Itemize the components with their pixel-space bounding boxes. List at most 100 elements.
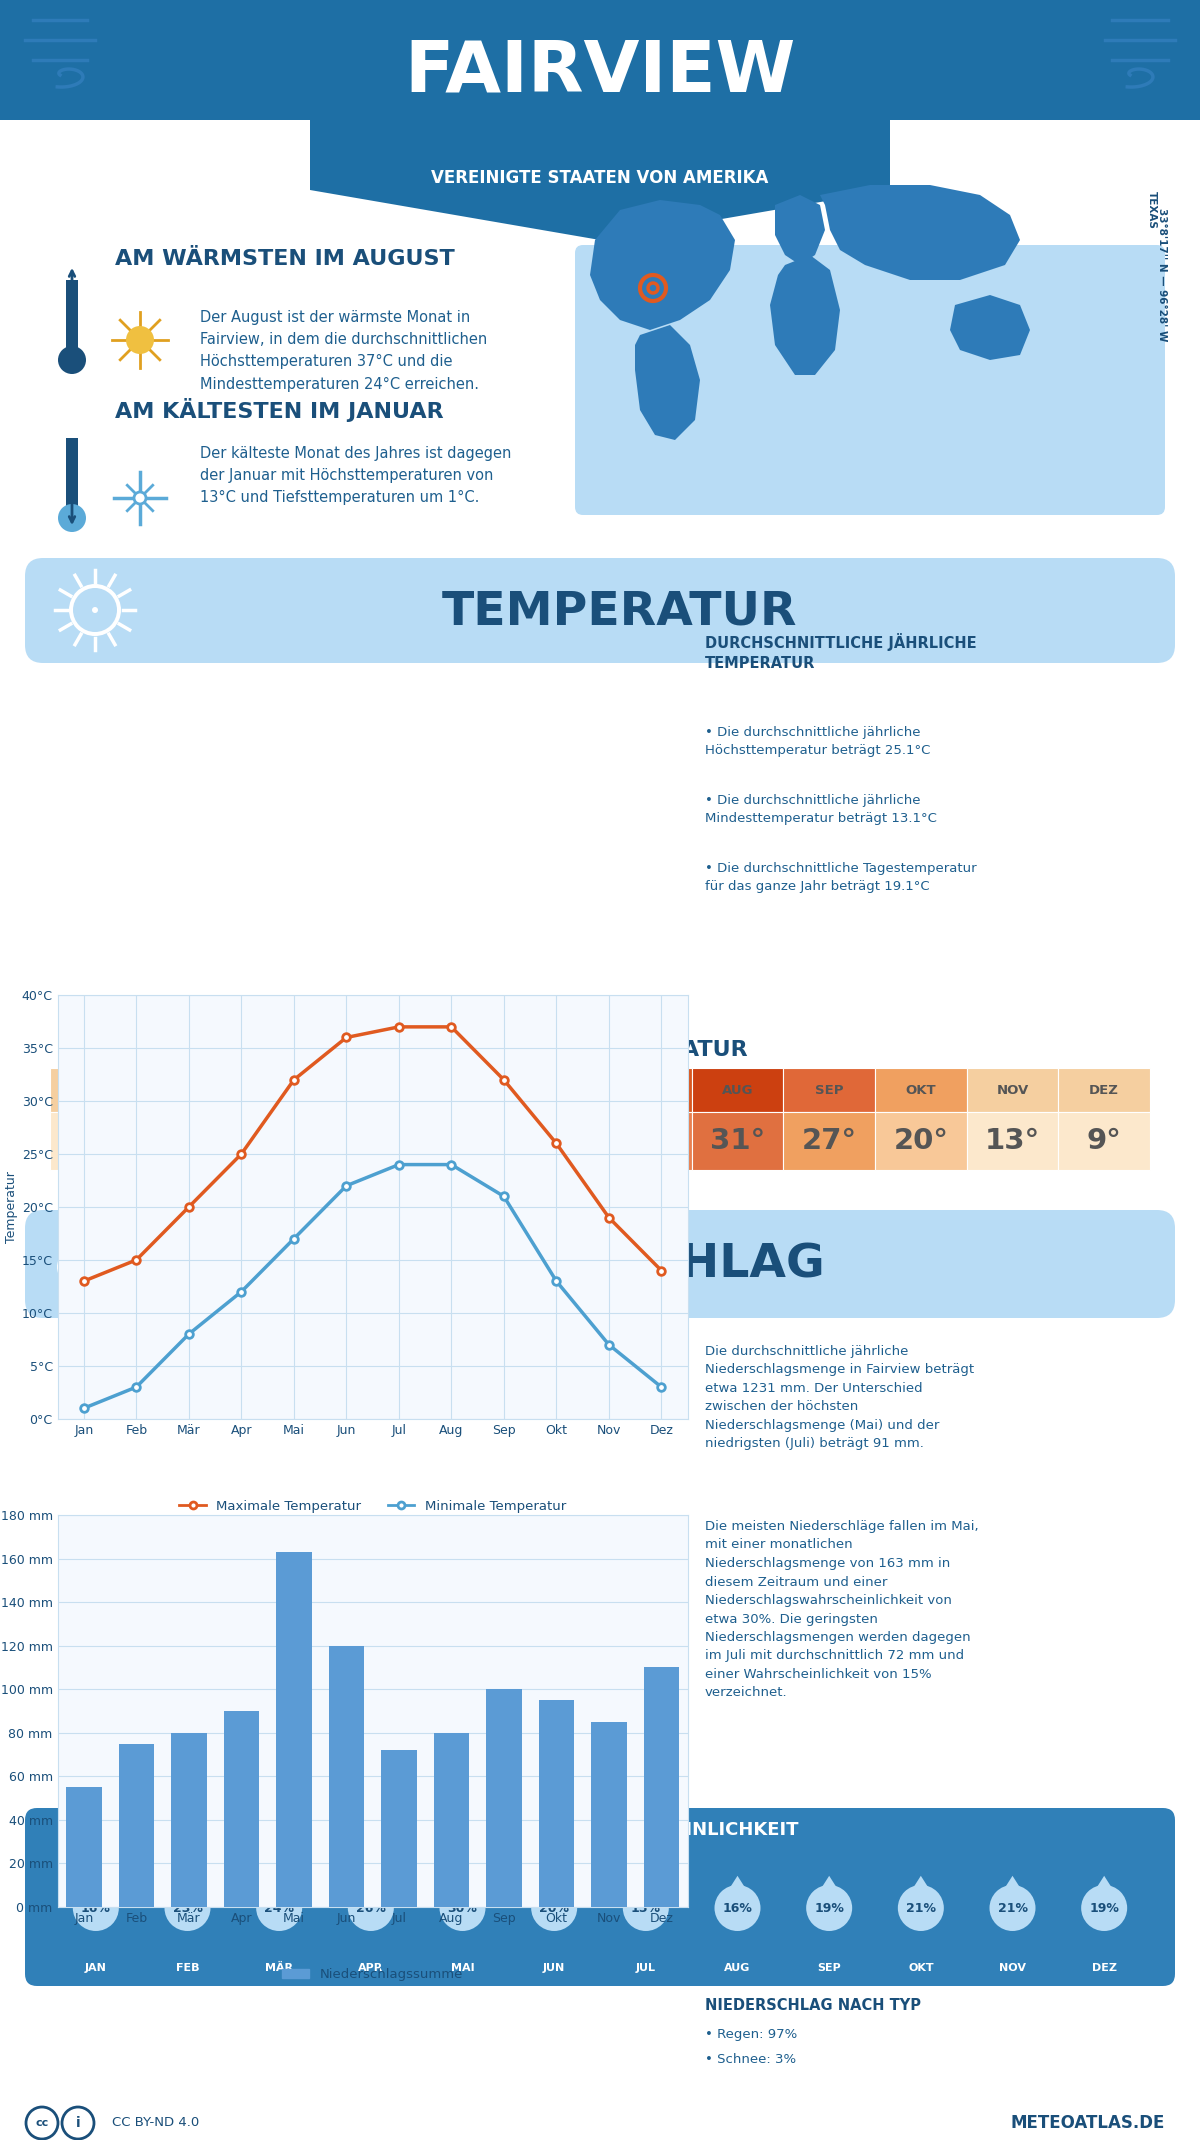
FancyBboxPatch shape (0, 0, 1200, 120)
Text: AUG: AUG (721, 1083, 754, 1096)
Text: JUL: JUL (634, 1083, 658, 1096)
FancyBboxPatch shape (325, 1068, 416, 1113)
Y-axis label: Temperatur: Temperatur (5, 1171, 18, 1243)
FancyBboxPatch shape (600, 1068, 691, 1113)
Text: NOV: NOV (1000, 1962, 1026, 1973)
FancyBboxPatch shape (967, 1068, 1058, 1113)
FancyBboxPatch shape (233, 1113, 325, 1171)
Circle shape (126, 325, 154, 353)
Text: 23%: 23% (173, 1902, 203, 1915)
Text: OKT: OKT (906, 1083, 936, 1096)
Text: Die durchschnittliche jährliche
Niederschlagsmenge in Fairview beträgt
etwa 1231: Die durchschnittliche jährliche Niedersc… (706, 1346, 974, 1451)
FancyBboxPatch shape (691, 1068, 784, 1113)
Text: TEMPERATUR: TEMPERATUR (443, 588, 798, 633)
Text: FEB: FEB (175, 1962, 199, 1973)
FancyBboxPatch shape (875, 1068, 967, 1113)
Polygon shape (635, 325, 700, 441)
Text: AM WÄRMSTEN IM AUGUST: AM WÄRMSTEN IM AUGUST (115, 248, 455, 270)
Text: SEP: SEP (815, 1083, 844, 1096)
Text: • Die durchschnittliche jährliche
Mindesttemperatur beträgt 13.1°C: • Die durchschnittliche jährliche Mindes… (706, 794, 937, 826)
Text: 21%: 21% (997, 1902, 1027, 1915)
FancyBboxPatch shape (784, 1113, 875, 1171)
Text: cc: cc (35, 2119, 49, 2127)
Text: 31°: 31° (710, 1128, 766, 1156)
FancyBboxPatch shape (142, 1068, 233, 1113)
Text: 15%: 15% (631, 1902, 661, 1915)
Bar (66, 280, 78, 355)
Text: JUN: JUN (541, 1083, 568, 1096)
Text: APR: APR (359, 1962, 384, 1973)
Circle shape (1081, 1885, 1127, 1930)
Legend: Niederschlagssumme: Niederschlagssumme (277, 1962, 468, 1986)
Text: NIEDERSCHLAG NACH TYP: NIEDERSCHLAG NACH TYP (706, 1999, 922, 2014)
Text: FEB: FEB (173, 1083, 202, 1096)
Text: 16%: 16% (80, 1902, 110, 1915)
Text: 16%: 16% (722, 1902, 752, 1915)
Text: AM KÄLTESTEN IM JANUAR: AM KÄLTESTEN IM JANUAR (115, 398, 444, 422)
FancyBboxPatch shape (600, 1113, 691, 1171)
Polygon shape (538, 1877, 570, 1900)
Polygon shape (820, 184, 1020, 280)
FancyBboxPatch shape (50, 1068, 142, 1113)
Bar (433, 1733, 469, 1907)
Text: 7°: 7° (78, 1128, 113, 1156)
Circle shape (73, 588, 118, 631)
Text: 13°: 13° (985, 1128, 1040, 1156)
Circle shape (990, 1885, 1036, 1930)
Text: NIEDERSCHLAGSWAHRSCHEINLICHKEIT: NIEDERSCHLAGSWAHRSCHEINLICHKEIT (401, 1821, 799, 1838)
Polygon shape (79, 1877, 112, 1900)
Circle shape (73, 1237, 118, 1282)
Text: • Regen: 97%: • Regen: 97% (706, 2029, 797, 2042)
FancyBboxPatch shape (875, 1113, 967, 1171)
Text: 23°: 23° (436, 1128, 490, 1156)
Bar (382, 1751, 416, 1907)
Text: 19%: 19% (815, 1902, 844, 1915)
Circle shape (164, 1885, 210, 1930)
Circle shape (58, 347, 86, 374)
Text: JAN: JAN (83, 1083, 109, 1096)
Text: NIEDERSCHLAG: NIEDERSCHLAG (414, 1243, 826, 1288)
FancyBboxPatch shape (416, 1068, 509, 1113)
Text: MAI: MAI (451, 1962, 474, 1973)
Circle shape (806, 1885, 852, 1930)
Polygon shape (630, 1877, 662, 1900)
Text: NOV: NOV (996, 1083, 1028, 1096)
Polygon shape (446, 1877, 479, 1900)
Circle shape (532, 1885, 577, 1930)
Text: 27°: 27° (802, 1128, 857, 1156)
Bar (66, 1787, 102, 1907)
Circle shape (70, 584, 121, 636)
Text: OKT: OKT (908, 1962, 934, 1973)
Bar (66, 439, 78, 514)
FancyBboxPatch shape (509, 1113, 600, 1171)
Text: 24%: 24% (264, 1902, 294, 1915)
Polygon shape (950, 295, 1030, 360)
FancyBboxPatch shape (575, 244, 1165, 516)
FancyBboxPatch shape (509, 1068, 600, 1113)
FancyBboxPatch shape (416, 1113, 509, 1171)
Text: METEOATLAS.DE: METEOATLAS.DE (1010, 2114, 1165, 2131)
FancyBboxPatch shape (325, 1113, 416, 1171)
Circle shape (623, 1885, 668, 1930)
Bar (223, 1712, 259, 1907)
Text: • Die durchschnittliche jährliche
Höchsttemperatur beträgt 25.1°C: • Die durchschnittliche jährliche Höchst… (706, 725, 930, 758)
Text: Die meisten Niederschläge fallen im Mai,
mit einer monatlichen
Niederschlagsmeng: Die meisten Niederschläge fallen im Mai,… (706, 1519, 979, 1699)
Bar (172, 1733, 206, 1907)
Bar (276, 1552, 312, 1907)
FancyBboxPatch shape (691, 1113, 784, 1171)
Text: 33°8'17'' N — 96°28' W: 33°8'17'' N — 96°28' W (1157, 208, 1166, 342)
Text: DEZ: DEZ (1090, 1083, 1120, 1096)
Polygon shape (775, 195, 826, 265)
Polygon shape (1088, 1877, 1121, 1900)
Text: 26%: 26% (356, 1902, 385, 1915)
FancyBboxPatch shape (50, 1113, 142, 1171)
Polygon shape (996, 1877, 1028, 1900)
Text: 9°: 9° (170, 1128, 205, 1156)
Text: Der August ist der wärmste Monat in
Fairview, in dem die durchschnittlichen
Höch: Der August ist der wärmste Monat in Fair… (200, 310, 487, 392)
Polygon shape (590, 199, 734, 330)
Text: • Die durchschnittliche Tagestemperatur
für das ganze Jahr beträgt 19.1°C: • Die durchschnittliche Tagestemperatur … (706, 862, 977, 892)
Circle shape (73, 1885, 119, 1930)
Circle shape (58, 1250, 94, 1284)
Text: TÄGLICHE TEMPERATUR: TÄGLICHE TEMPERATUR (452, 1040, 748, 1059)
FancyBboxPatch shape (1058, 1068, 1150, 1113)
